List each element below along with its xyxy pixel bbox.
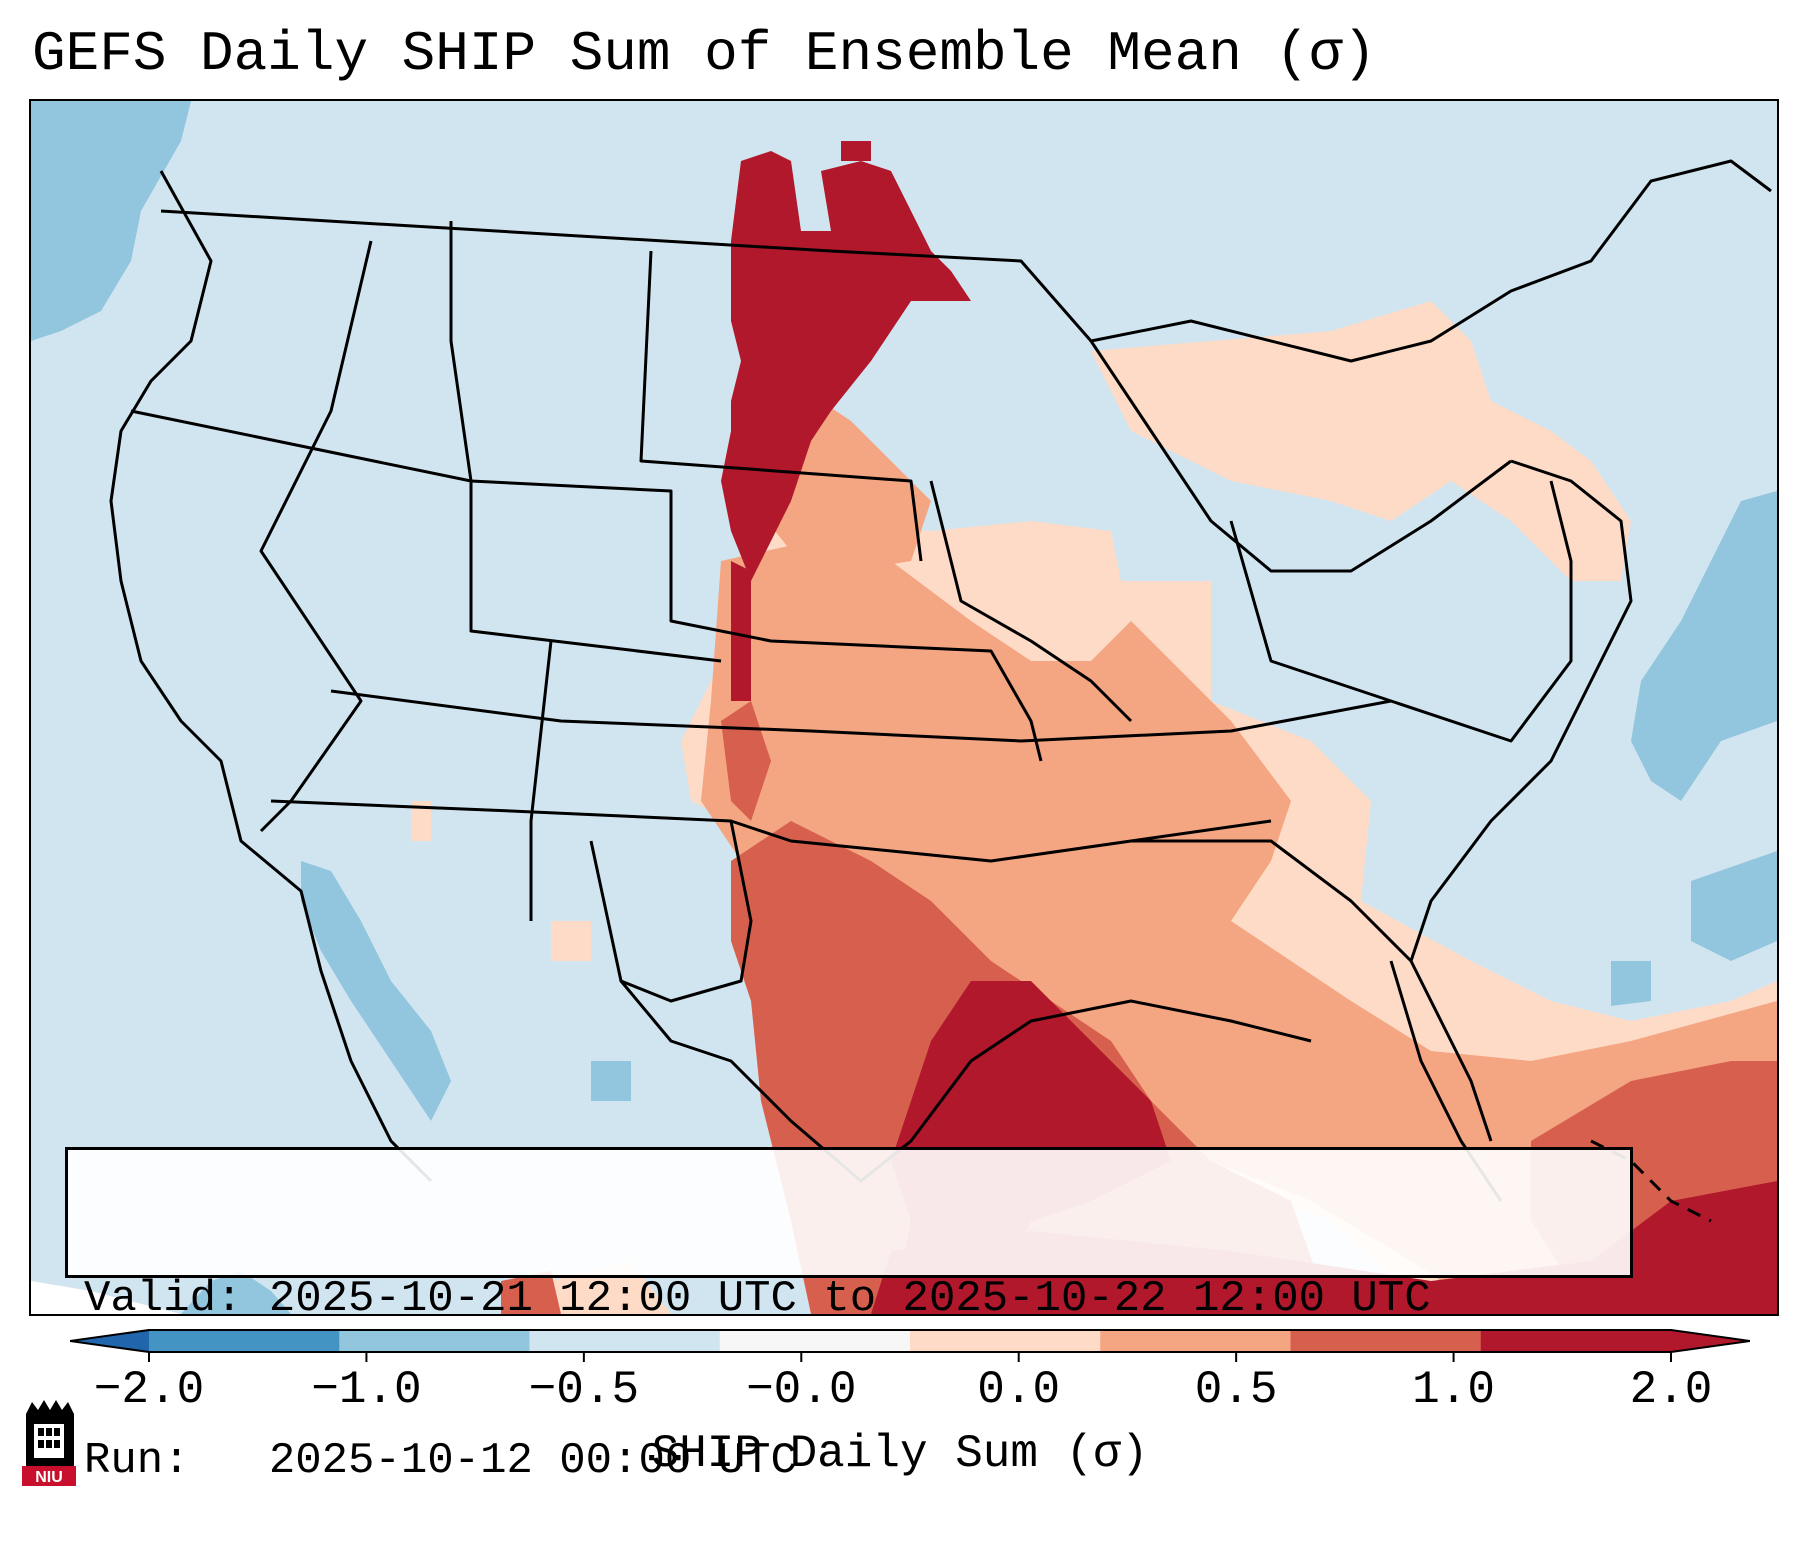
colorbar-ticks (148, 1352, 1672, 1362)
colorbar-segment (149, 1330, 340, 1352)
atlantic-east-negative (1631, 491, 1777, 801)
west-state-line-1 (130, 409, 722, 663)
caribbean-islands (1590, 1139, 1712, 1223)
canada-border (160, 159, 1772, 363)
kansas-tennessee-line (330, 689, 1392, 743)
colorado-extreme-positive (731, 561, 751, 701)
colorbar-segment (719, 1330, 911, 1352)
pacific-coastline (109, 170, 433, 1183)
colorbar (70, 1329, 1750, 1362)
dakotas-extreme-positive (721, 151, 971, 581)
colorbar-segment (339, 1330, 530, 1352)
outside-domain (31, 1281, 181, 1314)
colorbar-min-extend (70, 1330, 149, 1352)
colorbar-segment (910, 1330, 1101, 1352)
central-plains-line (470, 479, 1043, 762)
atlantic-small-negative (1611, 961, 1651, 1006)
mississippi-river-line (929, 480, 1133, 723)
panhandle-strong-positive (721, 701, 771, 821)
gulf-of-california-negative (301, 861, 451, 1121)
colorbar-segment (1100, 1330, 1291, 1352)
validity-info-box: Valid: 2025-10-21 12:00 UTC to 2025-10-2… (65, 1147, 1633, 1486)
colorbar-tick-label: 2.0 (1629, 1364, 1713, 1416)
colorbar-segment (529, 1330, 721, 1352)
map-panel (29, 99, 1779, 1316)
south-strong-positive (501, 1271, 561, 1314)
north-plains-line (639, 250, 923, 562)
atlantic-coastline (1409, 459, 1633, 962)
great-lakes-line (1089, 340, 1512, 573)
valid-time-text: Valid: 2025-10-21 12:00 UTC to 2025-10-2… (84, 1274, 1431, 1324)
sw-speck-positive (411, 801, 431, 841)
colorbar-tick-label: −2.0 (93, 1364, 205, 1416)
colorbar-segments (149, 1330, 1672, 1352)
east-states-line (1229, 480, 1573, 743)
niu-logo-text: NIU (35, 1469, 63, 1486)
colorbar-tick-label: 1.0 (1412, 1364, 1495, 1416)
mexico-small-negative (591, 1061, 631, 1101)
colorbar-tick-label: −0.0 (746, 1364, 857, 1416)
pacific-south-negative (181, 1271, 291, 1314)
southern-gulf-extreme-positive (871, 1181, 1777, 1314)
new-mexico-line (529, 640, 553, 921)
colorbar-tick-label: −0.5 (528, 1364, 640, 1416)
colorbar-max-extend (1671, 1330, 1750, 1352)
pacific-nw-negative (31, 101, 191, 341)
run-time-text: Run: 2025-10-12 00:00 UTC (84, 1436, 797, 1486)
map-title: GEFS Daily SHIP Sum of Ensemble Mean (σ) (32, 22, 1377, 86)
ship-anomaly-map (31, 101, 1777, 1314)
northeast-light-positive (1091, 301, 1631, 581)
sw-speck-positive-2 (551, 921, 591, 961)
colorbar-tick-label: −1.0 (311, 1364, 422, 1416)
negative-anomaly-areas (31, 101, 1777, 1314)
montana-idaho-line (449, 221, 473, 482)
colorbar-segment (1480, 1330, 1672, 1352)
texas-border (620, 820, 753, 1003)
north-extreme-speck (841, 141, 871, 161)
colorbar-segment (1290, 1330, 1482, 1352)
niu-logo: NIU (22, 1400, 76, 1486)
atlantic-mid-negative (1691, 851, 1777, 961)
colorbar-tick-label: 0.0 (977, 1364, 1061, 1416)
colorbar-tick-label: 0.5 (1194, 1364, 1278, 1416)
west-state-line-2 (259, 240, 373, 833)
colorbar-label: SHIP Daily Sum (σ) (651, 1428, 1149, 1480)
plains-gulf-moderate-positive (701, 541, 1777, 1314)
